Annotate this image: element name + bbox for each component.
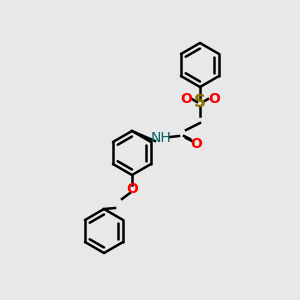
Text: S: S [194, 93, 206, 111]
Text: NH: NH [151, 131, 171, 145]
Text: O: O [180, 92, 192, 106]
Text: O: O [126, 182, 138, 196]
Text: O: O [190, 137, 202, 151]
Text: O: O [208, 92, 220, 106]
